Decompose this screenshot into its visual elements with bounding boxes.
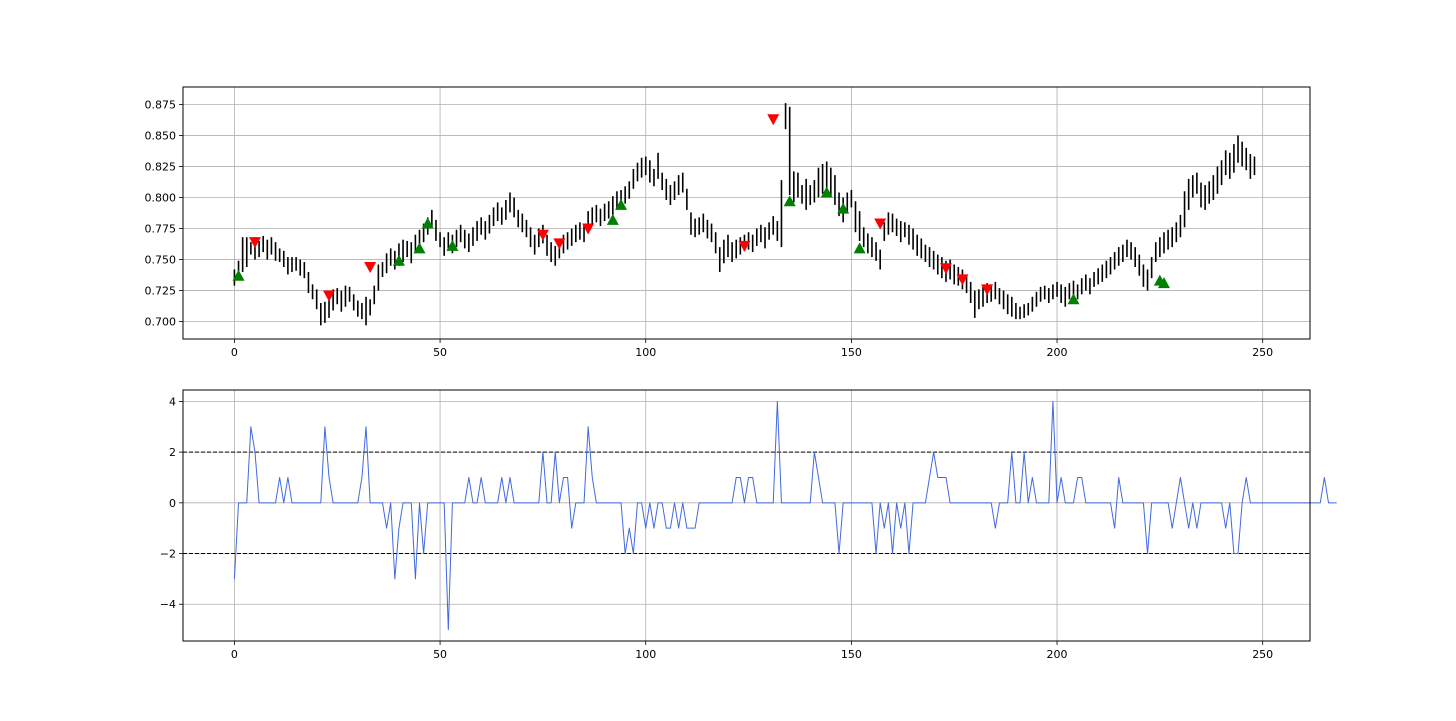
- sell-signal-marker: [364, 262, 377, 273]
- sell-signal-marker: [956, 274, 969, 286]
- x-tick-label: 50: [433, 346, 447, 359]
- y-tick-label: 0.750: [145, 254, 177, 267]
- sell-signal-marker: [323, 290, 336, 302]
- x-tick-label: 250: [1252, 346, 1273, 359]
- x-tick-label: 0: [231, 648, 238, 661]
- price-bars: [233, 103, 1256, 326]
- y-tick-label: 0: [169, 497, 176, 510]
- buy-signal-marker: [392, 254, 405, 266]
- sell-signal-marker: [738, 240, 751, 252]
- sell-signal-marker: [248, 237, 261, 249]
- price-gridlines: [183, 87, 1310, 339]
- y-tick-label: 2: [169, 446, 176, 459]
- buy-signal-marker: [615, 198, 628, 210]
- x-tick-label: 150: [841, 346, 862, 359]
- price-chart-panel: 0 50 100 150 200 250 0.700 0.725 0.750 0.775 0.80…: [145, 86, 1311, 359]
- buy-signal-markers: [232, 186, 1170, 305]
- y-tick-label: −4: [160, 598, 176, 611]
- sell-signal-marker: [553, 238, 566, 250]
- y-tick-label: 4: [169, 395, 176, 408]
- x-tick-label: 50: [433, 648, 447, 661]
- y-tick-label: 0.850: [145, 129, 177, 142]
- indicator-y-axis: −4 −2 0 2 4: [160, 395, 183, 611]
- indicator-axes-frame: [182, 389, 1311, 642]
- buy-signal-marker: [837, 202, 850, 214]
- buy-signal-marker: [1067, 293, 1080, 305]
- x-tick-label: 150: [841, 648, 862, 661]
- buy-signal-marker: [853, 242, 866, 254]
- y-tick-label: 0.875: [145, 98, 177, 111]
- y-tick-label: 0.700: [145, 316, 177, 329]
- buy-signal-marker: [421, 217, 434, 229]
- sell-signal-marker: [767, 114, 780, 126]
- sell-signal-marker: [582, 223, 595, 235]
- indicator-line: [233, 400, 1337, 631]
- x-tick-label: 100: [635, 648, 656, 661]
- buy-signal-marker: [783, 195, 796, 207]
- buy-signal-marker: [820, 186, 833, 198]
- price-axes-frame: [182, 86, 1311, 340]
- buy-signal-marker: [606, 213, 619, 225]
- y-tick-label: 0.725: [145, 285, 177, 298]
- buy-signal-marker: [232, 269, 245, 281]
- sell-signal-marker: [981, 284, 994, 296]
- y-tick-label: 0.800: [145, 191, 177, 204]
- price-x-axis: 0 50 100 150 200 250: [231, 339, 1273, 359]
- buy-signal-marker: [413, 242, 426, 254]
- indicator-series: [233, 400, 1337, 631]
- price-y-axis: 0.700 0.725 0.750 0.775 0.800 0.825 0.850 0.875: [145, 98, 183, 329]
- x-tick-label: 0: [231, 346, 238, 359]
- x-tick-label: 200: [1047, 648, 1068, 661]
- indicator-x-axis: 0 50 100 150 200 250: [231, 641, 1273, 661]
- buy-signal-marker: [1157, 277, 1170, 289]
- indicator-chart-panel: 0 50 100 150 200 250 −4 −2 0 2 4: [160, 389, 1337, 661]
- sell-signal-markers: [248, 114, 994, 302]
- y-tick-label: −2: [160, 548, 176, 561]
- sell-signal-marker: [939, 263, 952, 275]
- x-tick-label: 250: [1252, 648, 1273, 661]
- x-tick-label: 100: [635, 346, 656, 359]
- y-tick-label: 0.775: [145, 223, 177, 236]
- x-tick-label: 200: [1047, 346, 1068, 359]
- sell-signal-marker: [536, 229, 549, 241]
- y-tick-label: 0.825: [145, 160, 177, 173]
- buy-signal-marker: [446, 239, 459, 251]
- threshold-lines: [183, 451, 1310, 555]
- sell-signal-marker: [874, 218, 887, 230]
